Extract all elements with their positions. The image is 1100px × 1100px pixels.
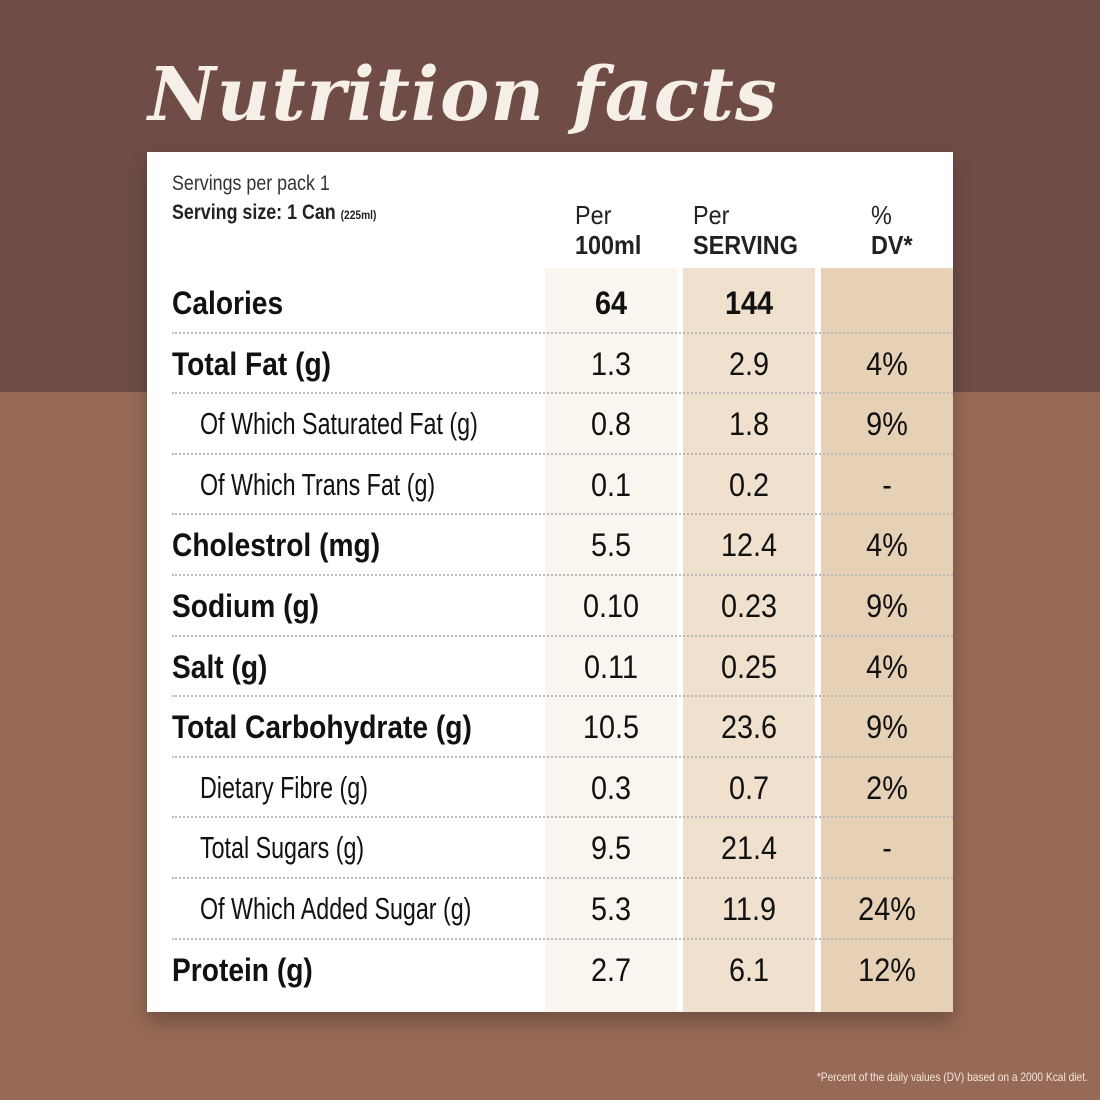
nutrient-label: Calories — [172, 285, 284, 321]
table-row: Sodium (g) 0.10 0.23 9% — [172, 576, 953, 637]
dv-value: 2% — [866, 769, 908, 806]
serving-size: Serving size: 1 Can (225ml) — [172, 201, 377, 224]
nutrient-label: Total Fat (g) — [172, 345, 332, 382]
per-100ml-value: 0.3 — [590, 769, 632, 806]
per-serving-value: 0.2 — [728, 466, 770, 503]
table-row: Protein (g) 2.7 6.1 12% — [172, 940, 953, 1001]
nutrient-label: Protein (g) — [172, 951, 313, 988]
per-serving-value: 1.8 — [728, 406, 770, 443]
per-100ml-value: 0.1 — [590, 466, 632, 503]
servings-per-pack: Servings per pack 1 — [172, 172, 330, 195]
table-row: Cholestrol (mg) 5.5 12.4 4% — [172, 515, 953, 576]
dv-column — [821, 268, 953, 1012]
per-serving-value: 2.9 — [728, 345, 770, 382]
per-serving-value: 0.25 — [720, 648, 778, 685]
per-serving-value: 11.9 — [722, 891, 776, 927]
table-row: Total Fat (g) 1.3 2.9 4% — [172, 334, 953, 395]
table-row: Dietary Fibre (g) 0.3 0.7 2% — [172, 758, 953, 819]
nutrient-label: Dietary Fibre (g) — [200, 769, 368, 805]
per-serving-value: 12.4 — [720, 527, 778, 564]
footnote: *Percent of the daily values (DV) based … — [816, 1070, 1088, 1084]
table-row: Of Which Added Sugar (g) 5.3 11.9 24% — [172, 879, 953, 940]
header-per-100ml: Per 100ml — [575, 200, 642, 260]
dv-value: 4% — [866, 345, 908, 382]
per-100ml-value: 0.10 — [582, 588, 640, 624]
per-serving-value: 6.1 — [728, 951, 770, 988]
per-serving-value: 0.7 — [728, 769, 770, 806]
per-serving-column — [683, 268, 815, 1012]
nutrient-label: Total Carbohydrate (g) — [172, 709, 472, 746]
dv-value: 9% — [866, 406, 908, 443]
dv-value: 24% — [858, 891, 916, 927]
per-100ml-value: 64 — [594, 285, 628, 321]
per-100ml-value: 10.5 — [582, 709, 640, 746]
table-row: Of Which Trans Fat (g) 0.1 0.2 - — [172, 455, 953, 516]
nutrient-label: Cholestrol (mg) — [172, 527, 381, 564]
per-100ml-value: 1.3 — [590, 345, 632, 382]
dv-value: 9% — [866, 709, 908, 746]
table-row: Total Sugars (g) 9.5 21.4 - — [172, 818, 953, 879]
per-100ml-value: 5.3 — [590, 891, 632, 927]
page-title: Nutrition facts — [148, 52, 778, 138]
nutrient-label: Total Sugars (g) — [200, 830, 365, 866]
per-100ml-column — [545, 268, 677, 1012]
table-row: Total Carbohydrate (g) 10.5 23.6 9% — [172, 697, 953, 758]
dv-value: - — [882, 830, 892, 867]
per-100ml-value: 2.7 — [590, 951, 632, 988]
per-100ml-value: 9.5 — [590, 830, 632, 867]
table-row: Calories 64 144 — [172, 273, 953, 334]
per-100ml-value: 5.5 — [590, 527, 632, 564]
header-per-serving: Per SERVING — [693, 200, 798, 260]
nutrient-label: Of Which Added Sugar (g) — [200, 891, 472, 926]
per-100ml-value: 0.8 — [590, 406, 632, 443]
table-row: Of Which Saturated Fat (g) 0.8 1.8 9% — [172, 394, 953, 455]
nutrient-label: Salt (g) — [172, 648, 268, 685]
nutrient-label: Of Which Saturated Fat (g) — [200, 406, 478, 442]
header-dv: % DV* — [871, 200, 913, 260]
nutrition-table: Servings per pack 1 Serving size: 1 Can … — [147, 152, 953, 1012]
dv-value: 12% — [858, 951, 916, 988]
nutrient-label: Of Which Trans Fat (g) — [200, 466, 436, 502]
per-100ml-value: 0.11 — [584, 648, 638, 685]
table-row: Salt (g) 0.11 0.25 4% — [172, 637, 953, 698]
dv-value: 9% — [866, 588, 908, 624]
dv-value: 4% — [866, 527, 908, 564]
nutrient-label: Sodium (g) — [172, 588, 320, 624]
per-serving-value: 144 — [724, 285, 774, 321]
per-serving-value: 21.4 — [720, 830, 778, 867]
dv-value: 4% — [866, 648, 908, 685]
per-serving-value: 0.23 — [720, 588, 778, 624]
dv-value: - — [882, 466, 892, 503]
per-serving-value: 23.6 — [720, 709, 778, 746]
